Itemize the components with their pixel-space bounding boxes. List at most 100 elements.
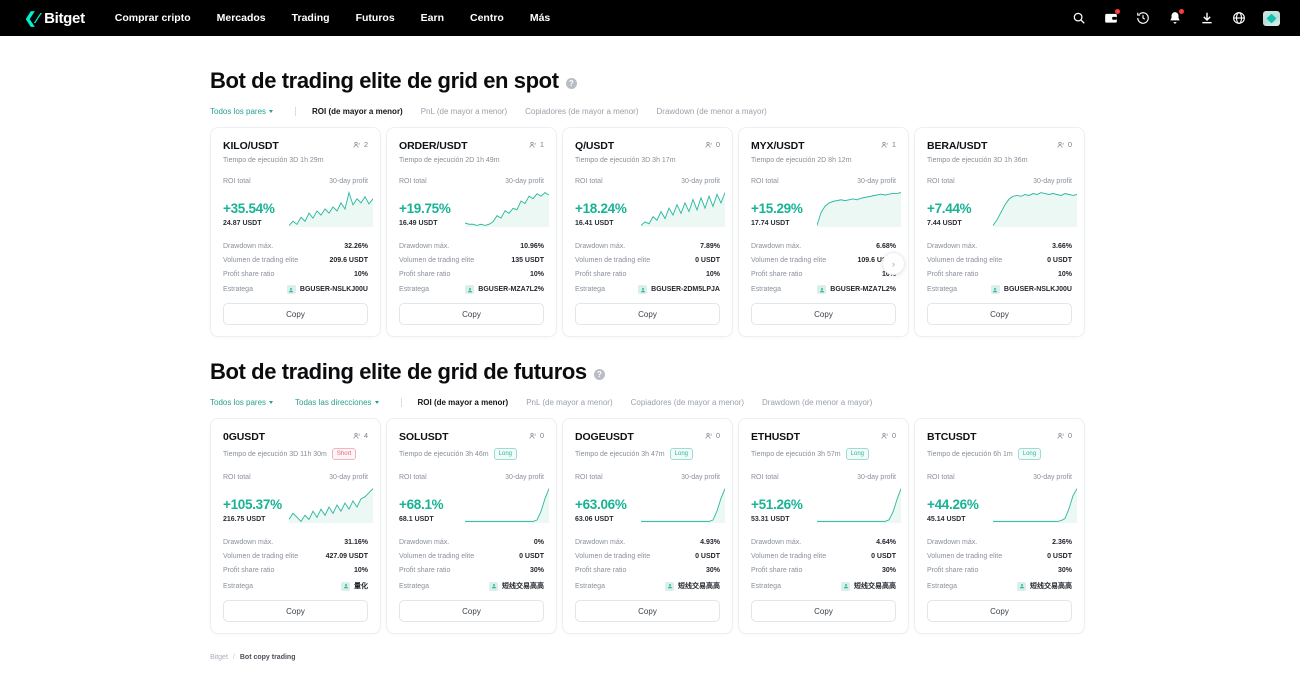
language-globe-icon[interactable] — [1231, 11, 1246, 26]
avatar-gem-shape — [1266, 13, 1277, 23]
card-stat-strategist: Estratega 短线交易高高 — [399, 581, 544, 591]
card-strategist[interactable]: BGUSER-MZA7L2% — [465, 285, 544, 294]
bot-card[interactable]: ORDER/USDT 1 Tiempo de ejecución 2D 1h 49m… — [386, 127, 557, 337]
strategist-avatar-icon — [341, 581, 350, 591]
card-roi-label: ROI total — [575, 474, 603, 482]
card-strategist[interactable]: 量化 — [341, 581, 368, 591]
card-metric-labels: ROI total 30-day profit — [751, 474, 896, 481]
card-strategist-name: BGUSER-NSLKJ00U — [299, 286, 368, 293]
card-stat-drawdown: Drawdown máx. 32.26% — [223, 243, 368, 250]
card-copiers: 1 — [529, 140, 544, 149]
nav-link-earn[interactable]: Earn — [420, 12, 444, 24]
spot-sort-pnl[interactable]: PnL (de mayor a menor) — [420, 107, 508, 116]
copy-button[interactable]: Copy — [927, 303, 1072, 325]
copy-button[interactable]: Copy — [575, 303, 720, 325]
copy-button[interactable]: Copy — [575, 600, 720, 623]
card-roi-amount: 45.14 USDT — [927, 516, 966, 524]
card-strategist[interactable]: 短线交易高高 — [841, 581, 896, 591]
spot-sort-drawdown[interactable]: Drawdown (de menor a mayor) — [656, 107, 767, 116]
card-volume-label: Volumen de trading elite — [399, 553, 475, 561]
card-stat-volume: Volumen de trading elite 0 USDT — [751, 553, 896, 560]
copiers-people-icon — [529, 432, 536, 439]
bot-card[interactable]: ETHUSDT 0 Tiempo de ejecución 3h 57m Long RO… — [738, 418, 909, 635]
bot-card[interactable]: SOLUSDT 0 Tiempo de ejecución 3h 46m Long RO… — [386, 418, 557, 635]
card-copiers-count: 0 — [891, 431, 896, 440]
futures-section-title: Bot de trading elite de grid de futuros … — [210, 359, 1090, 385]
card-direction-badge: Long — [493, 448, 517, 461]
card-drawdown-label: Drawdown máx. — [751, 243, 802, 250]
nav-link-trading[interactable]: Trading — [291, 12, 330, 24]
card-stats: Drawdown máx. 10.96% Volumen de trading el… — [399, 243, 544, 294]
nav-link-mas[interactable]: Más — [529, 12, 551, 24]
spot-sort-copiadores[interactable]: Copiadores (de mayor a menor) — [525, 107, 639, 116]
futures-sort-copiadores[interactable]: Copiadores (de mayor a menor) — [630, 398, 744, 407]
bot-card[interactable]: 0GUSDT 4 Tiempo de ejecución 3D 11h 30m Sho… — [210, 418, 381, 635]
card-profit-label: 30-day profit — [857, 474, 896, 482]
help-icon[interactable]: ? — [565, 77, 577, 89]
card-roi-label: ROI total — [751, 178, 779, 185]
user-avatar-icon[interactable] — [1263, 10, 1280, 26]
copy-button[interactable]: Copy — [399, 600, 544, 623]
card-runtime: Tiempo de ejecución 2D 8h 12m — [751, 157, 852, 164]
card-metric-labels: ROI total 30-day profit — [751, 178, 896, 185]
bot-card[interactable]: BTCUSDT 0 Tiempo de ejecución 6h 1m Long ROI… — [914, 418, 1085, 635]
futures-sort-pnl[interactable]: PnL (de mayor a menor) — [526, 398, 613, 407]
futures-sort-drawdown[interactable]: Drawdown (de menor a mayor) — [762, 398, 873, 407]
card-pair-name: ORDER/USDT — [399, 140, 468, 152]
bot-card[interactable]: MYX/USDT 1 Tiempo de ejecución 2D 8h 12m RO… — [738, 127, 909, 337]
copy-button[interactable]: Copy — [223, 600, 368, 623]
breadcrumb-root[interactable]: Bitget — [210, 654, 228, 662]
search-icon[interactable] — [1071, 11, 1086, 26]
futures-sort-roi[interactable]: ROI (de mayor a menor) — [417, 398, 509, 407]
card-copiers-count: 2 — [363, 140, 368, 149]
nav-link-mercados[interactable]: Mercados — [216, 12, 266, 24]
notification-bell-icon[interactable] — [1167, 8, 1184, 26]
card-stats: Drawdown máx. 0% Volumen de trading elite 0… — [399, 539, 544, 591]
card-roi-label: ROI total — [751, 474, 779, 482]
bot-card[interactable]: DOGEUSDT 0 Tiempo de ejecución 3h 47m Long R… — [562, 418, 733, 635]
order-history-icon[interactable] — [1135, 11, 1150, 26]
bot-card[interactable]: BERA/USDT 0 Tiempo de ejecución 3D 1h 36m R… — [914, 127, 1085, 337]
card-strategist[interactable]: BGUSER-2DM5LPJA — [638, 285, 720, 294]
card-volume-value: 135 USDT — [511, 257, 544, 264]
card-strategist[interactable]: BGUSER-MZA7L2% — [817, 285, 896, 294]
nav-link-centro[interactable]: Centro — [470, 12, 504, 24]
card-copiers: 4 — [353, 431, 368, 440]
copy-button[interactable]: Copy — [399, 303, 544, 325]
card-strategist[interactable]: 短线交易高高 — [1017, 581, 1072, 591]
bot-card[interactable]: KILO/USDT 2 Tiempo de ejecución 3D 1h 29m R… — [210, 127, 381, 337]
card-copiers: 2 — [353, 140, 368, 149]
card-drawdown-label: Drawdown máx. — [575, 243, 626, 250]
copy-button[interactable]: Copy — [223, 303, 368, 325]
nav-link-futuros[interactable]: Futuros — [355, 12, 395, 24]
bitget-logo[interactable]: ❮⁄ Bitget — [24, 10, 85, 27]
spot-filter-pairs-dropdown[interactable]: Todos los pares — [210, 107, 274, 116]
spot-carousel-next-button[interactable]: › — [882, 252, 905, 275]
spot-sort-roi[interactable]: ROI (de mayor a menor) — [312, 107, 403, 116]
card-roi-block: +105.37% 216.75 USDT — [223, 487, 373, 524]
futures-filter-pairs-dropdown[interactable]: Todos los pares — [210, 398, 274, 407]
card-roi-block: +68.1% 68.1 USDT — [399, 487, 549, 524]
card-drawdown-value: 2.36% — [1052, 539, 1072, 547]
strategist-avatar-icon — [817, 285, 827, 294]
copy-button[interactable]: Copy — [751, 303, 896, 325]
card-roi-amount: 63.06 USDT — [575, 516, 614, 524]
nav-link-comprar-cripto[interactable]: Comprar cripto — [114, 12, 191, 24]
card-strategist[interactable]: BGUSER-NSLKJ00U — [286, 285, 368, 294]
card-strategist[interactable]: 短线交易高高 — [665, 581, 720, 591]
copiers-people-icon — [353, 141, 360, 148]
bot-card[interactable]: Q/USDT 0 Tiempo de ejecución 3D 3h 17m ROI … — [562, 127, 733, 337]
futures-filter-directions-dropdown[interactable]: Todas las direcciones — [295, 398, 379, 407]
card-strategist[interactable]: 短线交易高高 — [489, 581, 544, 591]
card-strategist-label: Estratega — [399, 286, 429, 293]
wallet-icon[interactable] — [1103, 8, 1120, 26]
card-stat-profit-share: Profit share ratio 10% — [927, 271, 1072, 278]
card-roi-block: +15.29% 17.74 USDT — [751, 191, 901, 227]
copy-button[interactable]: Copy — [927, 600, 1072, 623]
download-icon[interactable] — [1199, 11, 1214, 26]
help-icon[interactable]: ? — [593, 368, 605, 380]
card-strategist[interactable]: BGUSER-NSLKJ00U — [990, 285, 1072, 294]
card-roi-value: +63.06% — [575, 497, 627, 513]
card-drawdown-label: Drawdown máx. — [575, 539, 626, 547]
copy-button[interactable]: Copy — [751, 600, 896, 623]
